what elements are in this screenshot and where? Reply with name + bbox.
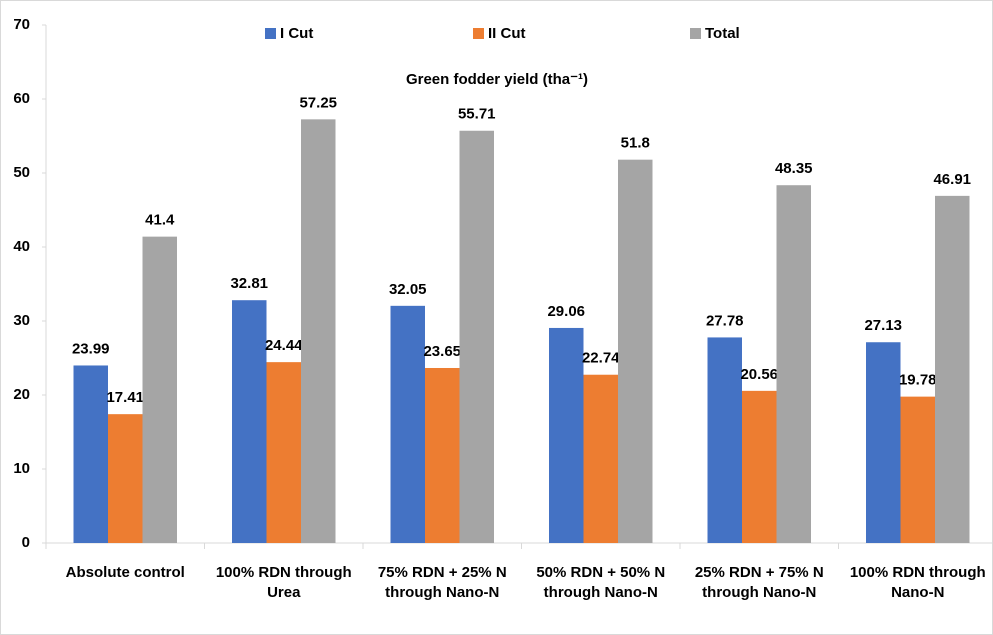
bar [742,390,777,543]
data-label: 23.99 [72,340,110,357]
bar [549,327,584,543]
legend-label: Total [705,25,740,42]
y-tick-label: 20 [13,386,30,403]
data-label: 32.05 [389,281,427,298]
x-tick-label: 100% RDN through Nano-N [849,564,986,601]
data-label: 20.56 [740,366,778,383]
legend-swatch [473,28,484,39]
bar [390,305,425,543]
y-tick-label: 0 [22,534,30,551]
data-label: 17.41 [106,389,144,406]
x-tick-label: 50% RDN + 50% N through Nano-N [536,564,666,601]
y-tick-label: 60 [13,90,30,107]
y-tick-label: 10 [13,460,30,477]
data-label: 46.91 [933,171,971,188]
x-tick-label: 75% RDN + 25% N through Nano-N [377,564,507,601]
data-label: 23.65 [423,343,461,360]
bar [108,414,143,543]
legend-label: I Cut [280,25,313,42]
bar [232,300,267,543]
y-tick-label: 50 [13,164,30,181]
y-tick-label: 70 [13,16,30,33]
chart-title: Green fodder yield (tha⁻¹) [406,71,588,88]
x-tick-label: Absolute control [65,564,185,581]
bar [583,374,618,543]
data-label: 55.71 [458,106,496,123]
bar [776,185,811,543]
bar [900,396,935,543]
bar [707,337,742,543]
data-label: 32.81 [230,275,268,292]
data-label: 24.44 [265,337,303,354]
data-label: 22.74 [582,350,620,367]
bar [266,362,301,543]
x-tick-label: 100% RDN through Urea [215,564,352,601]
y-tick-label: 40 [13,238,30,255]
bar [935,195,970,543]
data-label: 57.25 [299,94,337,111]
bar [301,119,336,543]
data-label: 51.8 [621,135,650,152]
x-tick-label: 25% RDN + 75% N through Nano-N [694,564,824,601]
data-label: 48.35 [775,160,813,177]
bar [142,236,177,543]
bar [866,342,901,543]
y-tick-label: 30 [13,312,30,329]
bar [618,159,653,543]
legend-swatch [690,28,701,39]
bar [459,130,494,543]
data-label: 19.78 [899,372,937,389]
bar [73,365,108,543]
legend-label: II Cut [488,25,526,42]
legend-swatch [265,28,276,39]
data-label: 29.06 [547,303,585,320]
data-label: 41.4 [145,212,175,229]
data-label: 27.78 [706,312,744,329]
data-label: 27.13 [864,317,902,334]
bar [425,367,460,543]
